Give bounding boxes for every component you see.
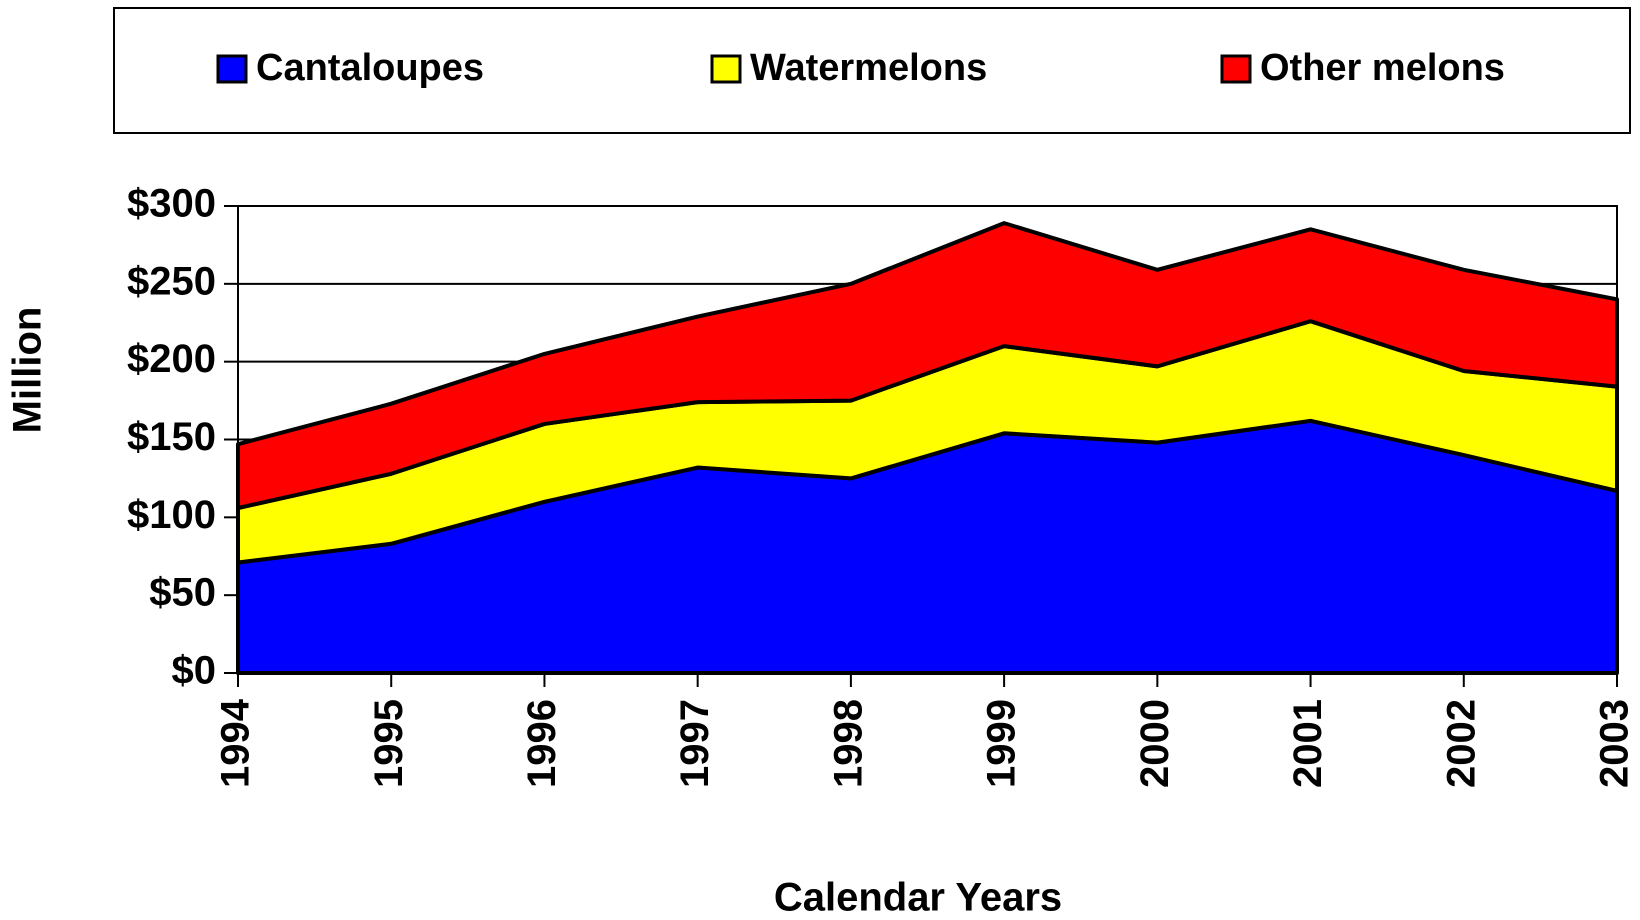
legend-box (113, 7, 1631, 134)
x-tick-label: 2002 (1439, 699, 1483, 788)
x-tick-label: 1997 (673, 699, 717, 788)
y-tick-label: $200 (127, 337, 216, 381)
x-tick-label: 1994 (214, 698, 258, 788)
x-axis-title: Calendar Years (774, 876, 1062, 920)
x-tick-label: 1998 (826, 699, 870, 788)
y-tick-label: $100 (127, 493, 216, 537)
x-tick-label: 1995 (367, 699, 411, 788)
x-tick-label: 2000 (1133, 699, 1177, 788)
y-tick-label: $150 (127, 415, 216, 459)
x-tick-label: 1999 (980, 699, 1024, 788)
x-tick-label: 2001 (1286, 699, 1330, 788)
x-tick-label: 2003 (1593, 699, 1637, 788)
legend-label: Cantaloupes (256, 47, 484, 89)
y-axis-title: Million (6, 307, 50, 434)
plot-frame (237, 205, 1618, 674)
y-tick-label: $50 (149, 571, 216, 615)
y-tick-label: $300 (127, 182, 216, 226)
x-tick-label: 1996 (520, 699, 564, 788)
legend-swatch (1220, 54, 1252, 84)
legend-swatch (710, 54, 742, 84)
legend-swatch (216, 54, 248, 84)
legend-label: Watermelons (750, 47, 987, 89)
legend-label: Other melons (1260, 47, 1505, 89)
y-tick-label: $250 (127, 259, 216, 303)
y-tick-label: $0 (172, 649, 217, 693)
